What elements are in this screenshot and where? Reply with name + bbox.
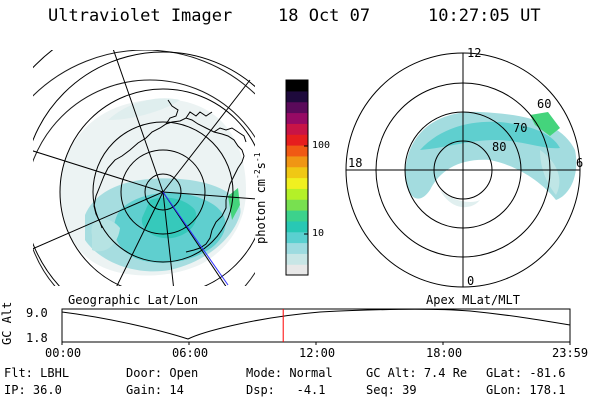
status-glat: GLat: -81.6 [486, 366, 565, 380]
mlt-label-12: 12 [467, 46, 482, 60]
color-bar-segment [286, 199, 308, 211]
color-bar-segment [286, 90, 308, 103]
mlt-label-18: 18 [348, 156, 363, 170]
color-bar-segment [286, 242, 308, 254]
altitude-x-tick-0: 00:00 [45, 346, 82, 360]
mlt-map-caption: Apex MLat/MLT [426, 293, 520, 307]
altitude-curve [61, 308, 571, 340]
status-ip-value: 36.0 [32, 383, 62, 397]
mlt-label-6: 6 [576, 156, 584, 170]
status-mode-value: Normal [289, 366, 333, 380]
status-gain-label: Gain: [126, 383, 163, 397]
status-glon: GLon: 178.1 [486, 383, 565, 397]
color-bar-segment [286, 112, 308, 124]
status-gain-value: 14 [169, 383, 184, 397]
mlt-meridian-lines [346, 53, 580, 287]
status-filter: Flt: LBHL [4, 366, 69, 380]
color-bar-segment [286, 220, 308, 233]
status-door-value: Open [169, 366, 199, 380]
altitude-x-tick-1: 06:00 [172, 346, 209, 360]
status-seq-value: 39 [402, 383, 417, 397]
geo-coastline [93, 99, 247, 253]
color-bar-segment [286, 177, 308, 189]
status-dsp: Dsp: -4.1 [246, 383, 326, 397]
status-dsp-label: Dsp: [246, 383, 275, 397]
color-bar-segment [286, 123, 308, 135]
color-bar-segment [286, 210, 308, 222]
instrument-title: Ultraviolet Imager [48, 6, 233, 26]
color-bar-segment [286, 145, 308, 157]
status-dsp-value: -4.1 [296, 383, 326, 397]
altitude-x-ticks [61, 342, 571, 345]
color-bar-tick-10: 10 [312, 228, 325, 239]
mlt-lat-60: 60 [537, 97, 552, 111]
status-glat-value: -81.6 [529, 366, 566, 380]
color-bar-segment [286, 264, 308, 276]
color-bar [286, 80, 308, 276]
status-gcalt: GC Alt: 7.4 Re [366, 366, 467, 380]
color-bar-segment [286, 101, 308, 114]
status-seq-label: Seq: [366, 383, 395, 397]
status-gcalt-label: GC Alt: [366, 366, 417, 380]
color-bar-units: photon cm-2s-1 [253, 152, 268, 244]
mlt-lat-70: 70 [513, 121, 528, 135]
status-mode-label: Mode: [246, 366, 283, 380]
altitude-y-label: GC Alt [0, 301, 14, 345]
status-filter-value: LBHL [40, 366, 70, 380]
color-bar-ticks [304, 145, 308, 235]
altitude-y-tick-max: 9.0 [26, 306, 48, 320]
observation-date: 18 Oct 07 [278, 6, 371, 26]
mlt-lat-80: 80 [492, 140, 507, 154]
color-bar-segment [286, 155, 308, 168]
color-bar-segment [286, 80, 308, 92]
altitude-x-tick-2: 12:00 [299, 346, 336, 360]
color-bar-segment [286, 231, 308, 244]
status-mode: Mode: Normal [246, 366, 333, 380]
color-bar-segment [286, 166, 308, 179]
status-ip: IP: 36.0 [4, 383, 62, 397]
mlt-emission-overlay [405, 111, 577, 208]
color-bar-units-exp2: -1 [253, 152, 262, 163]
observation-time: 10:27:05 UT [428, 6, 541, 26]
altitude-y-tick-min: 1.8 [26, 331, 48, 345]
status-glon-label: GLon: [486, 383, 523, 397]
color-bar-units-mid: s [254, 162, 268, 170]
color-bar-tick-100: 100 [312, 140, 331, 151]
status-door-label: Door: [126, 366, 163, 380]
geo-map-caption: Geographic Lat/Lon [68, 293, 199, 307]
status-glon-value: 178.1 [529, 383, 566, 397]
status-ip-label: IP: [4, 383, 26, 397]
color-bar-segment [286, 253, 308, 265]
status-door: Door: Open [126, 366, 198, 380]
altitude-plot [61, 308, 571, 345]
status-gain: Gain: 14 [126, 383, 184, 397]
status-seq: Seq: 39 [366, 383, 417, 397]
color-bar-segment [286, 188, 308, 200]
status-gcalt-value: 7.4 Re [423, 366, 468, 380]
geographic-map [33, 50, 255, 286]
color-bar-frame [285, 79, 309, 276]
geo-latitude-circles [33, 50, 255, 286]
color-bar-units-base: photon cm [254, 178, 268, 244]
satellite-track [162, 191, 229, 286]
color-bar-units-exp1: -2 [253, 169, 262, 179]
mlt-label-0: 0 [467, 274, 475, 288]
altitude-x-tick-4: 23:59 [552, 346, 589, 360]
color-bar-segment [286, 134, 308, 146]
geo-longitude-lines [33, 50, 255, 286]
geo-emission-overlay [60, 98, 246, 276]
status-glat-label: GLat: [486, 366, 523, 380]
status-filter-label: Flt: [4, 366, 33, 380]
altitude-x-tick-3: 18:00 [426, 346, 463, 360]
mlt-map [345, 52, 581, 288]
